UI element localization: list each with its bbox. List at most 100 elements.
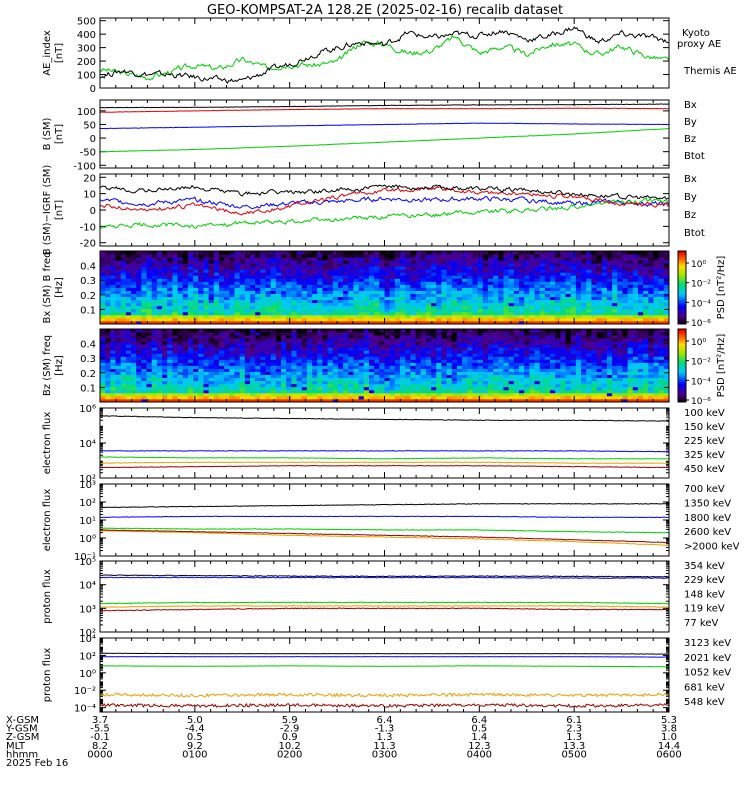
series-line [100,197,670,229]
spectrogram-cell [384,275,391,279]
spectrogram-cell [374,353,380,357]
spectrogram-cell [539,302,546,307]
spectrogram-cell [658,302,665,307]
spectrogram-cell [317,254,323,258]
spectrogram-cell [591,305,597,310]
y-axis-unit: [Hz] [54,355,65,376]
spectrogram-cell [389,284,396,288]
spectrogram-cell [627,311,634,316]
spectrogram-cell [493,386,499,391]
spectrogram-cell [384,251,391,255]
spectrogram-cell [270,380,277,385]
spectrogram-cell [100,296,106,301]
spectrogram-cell [400,332,406,336]
spectrogram-cell [172,272,178,276]
colorbar-segment [678,305,686,309]
spectrogram-cell [301,380,308,385]
spectrogram-cell [410,356,416,360]
spectrogram-cell [524,254,530,258]
spectrogram-cell [575,266,582,270]
spectrogram-cell [570,296,577,301]
spectrogram-cell [627,260,634,264]
spectrogram-cell [224,260,230,264]
spectrogram-cell [343,317,349,322]
spectrogram-cell [451,332,458,336]
spectrogram-cell [281,392,287,397]
spectrogram-cell [374,293,380,298]
spectrogram-cell [244,269,251,273]
spectrogram-cell [213,368,220,372]
spectrogram-cell [208,341,215,345]
spectrogram-cell [498,359,504,363]
spectrogram-cell [431,392,437,397]
spectrogram-cell [141,260,147,264]
spectrogram-cell [182,389,189,394]
spectrogram-cell [586,299,592,304]
spectrogram-cell [162,284,168,288]
spectrogram-cell [487,296,494,301]
spectrogram-cell [213,257,220,261]
spectrogram-cell [146,266,153,270]
spectrogram-cell [389,269,396,273]
spectrogram-cell [229,350,235,354]
spectrogram-cell [156,281,163,285]
spectrogram-cell [400,374,406,379]
spectrogram-cell [146,359,153,363]
spectrogram-cell [343,395,349,400]
spectrogram-cell [348,347,354,351]
spectrogram-cell [400,386,406,391]
spectrogram-cell [120,317,127,322]
y-axis-unit: [nT] [54,124,65,144]
spectrogram-cell [131,263,137,267]
spectrogram-cell [332,365,339,369]
spectrogram-cell [358,359,365,363]
spectrogram-cell [115,386,122,391]
spectrogram-cell [596,269,603,273]
spectrogram-cell [394,302,401,307]
spectrogram-cell [420,395,427,400]
spectrogram-cell [555,281,561,285]
spectrogram-cell [100,251,106,255]
spectrogram-cell [425,335,432,339]
spectrogram-cell [110,284,116,288]
spectrogram-cell [131,395,137,400]
spectrogram-cell [327,299,334,304]
spectrogram-cell [244,392,251,397]
spectrogram-cell [136,347,142,351]
spectrogram-cell [581,278,587,282]
spectrogram-cell [487,290,494,294]
spectrogram-cell [405,260,411,264]
spectrogram-cell [260,374,266,379]
spectrogram-cell [374,263,380,267]
spectrogram-cell [518,290,525,294]
spectrogram-cell [332,377,339,382]
legend-label: Bx [684,100,697,111]
spectrogram-cell [415,275,422,279]
spectrogram-cell [648,281,654,285]
spectrogram-cell [405,338,411,342]
spectrogram-cell [146,368,153,372]
spectrogram-cell [322,356,328,360]
spectrogram-cell [358,362,365,366]
spectrogram-cell [436,317,442,322]
spectrogram-cell [234,377,241,382]
spectrogram-cell [477,362,484,366]
spectrogram-cell [451,368,458,372]
spectrogram-cell [167,287,173,291]
spectrogram-cell [255,332,261,336]
spectrogram-cell [472,386,479,391]
spectrogram-cell [653,263,660,267]
spectrogram-cell [151,299,158,304]
spectrogram-cell [363,278,370,282]
spectrogram-cell [436,377,442,382]
spectrogram-cell [493,347,499,351]
spectrogram-cell [493,284,499,288]
spectrogram-cell [198,299,204,304]
spectrogram-cell [477,320,484,325]
spectrogram-cell [234,368,241,372]
spectrogram-cell [193,344,199,348]
spectrogram-cell [410,305,416,310]
spectrogram-cell [617,263,623,267]
spectrogram-cell [275,272,282,276]
spectrogram-cell [565,278,572,282]
